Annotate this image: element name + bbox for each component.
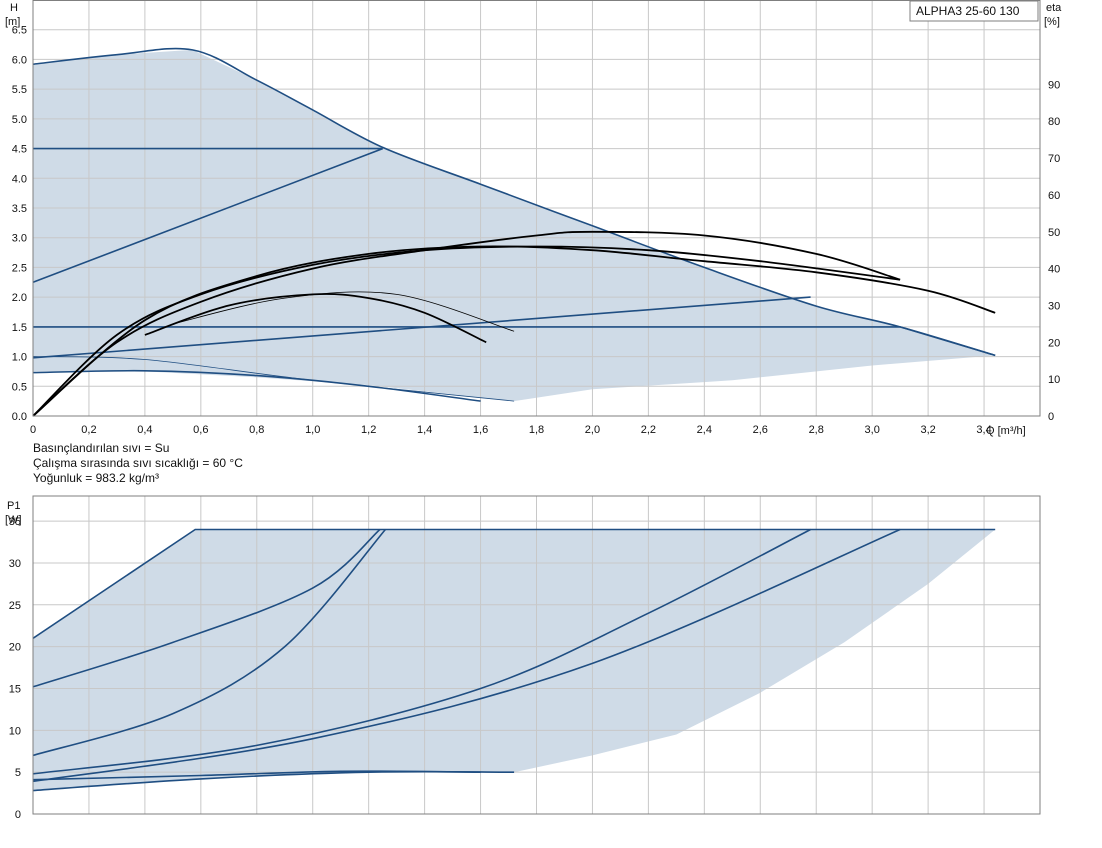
efficiency-tick-label: 30 xyxy=(1048,300,1060,312)
head-curve-h-prop-mid xyxy=(32,296,811,359)
power-tick-label: 20 xyxy=(9,642,21,654)
efficiency-curve-eta-5 xyxy=(172,291,515,332)
power-curve-p-max xyxy=(32,528,996,639)
head-tick-label: 3.5 xyxy=(12,203,27,215)
power-curve-p-2 xyxy=(32,528,387,757)
efficiency-tick-label: 50 xyxy=(1048,227,1060,239)
flow-tick-label: 2,6 xyxy=(753,424,768,436)
efficiency-tick-label: 60 xyxy=(1048,190,1060,202)
head-tick-label: 2.5 xyxy=(12,262,27,274)
head-tick-label: 1.5 xyxy=(12,322,27,334)
head-tick-label: 5.5 xyxy=(12,84,27,96)
power-tick-label: 5 xyxy=(15,767,21,779)
efficiency-axis-label: eta xyxy=(1046,2,1062,14)
flow-tick-label: 0 xyxy=(30,424,36,436)
title-box xyxy=(909,0,1039,22)
efficiency-tick-label: 40 xyxy=(1048,264,1060,276)
head-curves xyxy=(32,47,996,402)
flow-tick-label: 2,0 xyxy=(585,424,600,436)
head-curve-h-min xyxy=(32,369,481,402)
efficiency-axis-unit: [%] xyxy=(1044,16,1060,28)
head-area-shape xyxy=(33,49,996,402)
head-curve-h-const-1.5 xyxy=(33,326,996,357)
power-curve-p-3 xyxy=(32,528,811,775)
power-tick-label: 0 xyxy=(15,809,21,821)
power-curve-p-1 xyxy=(32,528,381,688)
efficiency-curve-eta-2 xyxy=(32,230,901,417)
flow-tick-label: 2,2 xyxy=(641,424,656,436)
temperature-line: Çalışma sırasında sıvı sıcaklığı = 60 °C xyxy=(33,456,243,470)
flow-tick-label: 2,8 xyxy=(809,424,824,436)
efficiency-tick-label: 90 xyxy=(1048,79,1060,91)
power-tick-label: 25 xyxy=(9,600,21,612)
flow-tick-label: 1,4 xyxy=(417,424,432,436)
flow-tick-label: 0,8 xyxy=(249,424,264,436)
flow-tick-label: 1,2 xyxy=(361,424,376,436)
fluid-line: Basınçlandırılan sıvı = Su xyxy=(33,441,170,455)
flow-tick-label: 0,4 xyxy=(137,424,152,436)
head-tick-label: 0.0 xyxy=(12,411,27,423)
flow-tick-label: 2,4 xyxy=(697,424,712,436)
power-tick-labels: 0 5 10 15 20 25 30 35 xyxy=(9,516,21,821)
flow-tick-label: 1,8 xyxy=(529,424,544,436)
flow-tick-label: 0,6 xyxy=(193,424,208,436)
head-tick-labels: 0.0 0.5 1.0 1.5 2.0 2.5 3.0 3.5 4.0 4.5 5.0 5.5 6.0 6… xyxy=(12,25,27,423)
power-curves xyxy=(32,528,996,792)
head-tick-label: 6.5 xyxy=(12,25,27,37)
power-curve-p-4 xyxy=(32,528,901,783)
efficiency-curve-eta-4 xyxy=(144,293,487,344)
head-plot-frame xyxy=(32,0,1041,417)
flow-tick-labels: 0 0,2 0,4 0,6 0,8 1,0 1,2 1,4 1,6 1,8 2,0 2,2 2,4 2,6… xyxy=(30,424,992,436)
head-tick-label: 4.5 xyxy=(12,144,27,156)
power-tick-label: 10 xyxy=(9,725,21,737)
head-tick-label: 3.0 xyxy=(12,233,27,245)
power-tick-label: 35 xyxy=(9,516,21,528)
head-tick-label: 4.0 xyxy=(12,173,27,185)
head-axis-label: H xyxy=(10,2,18,14)
density-line: Yoğunluk = 983.2 kg/m³ xyxy=(33,471,159,485)
head-tick-label: 6.0 xyxy=(12,54,27,66)
flow-tick-label: 1,6 xyxy=(473,424,488,436)
power-plot-frame xyxy=(32,495,1041,815)
head-tick-label: 1.0 xyxy=(12,352,27,364)
flow-axis-label: Q [m³/h] xyxy=(986,425,1026,437)
chart-title: ALPHA3 25-60 130 xyxy=(916,4,1020,18)
flow-tick-label: 0,2 xyxy=(81,424,96,436)
power-operating-area xyxy=(33,529,996,791)
flow-tick-label: 3,0 xyxy=(865,424,880,436)
head-curve-h-prop-high xyxy=(32,147,383,284)
power-curve-p-6 xyxy=(32,770,481,781)
power-tick-label: 30 xyxy=(9,558,21,570)
power-area-shape xyxy=(33,529,996,791)
head-tick-label: 0.5 xyxy=(12,381,27,393)
flow-tick-label: 1,0 xyxy=(305,424,320,436)
efficiency-tick-label: 80 xyxy=(1048,116,1060,128)
efficiency-tick-labels: 0 10 20 30 40 50 60 70 80 90 xyxy=(1048,79,1060,423)
head-flow-chart: 0 0,2 0,4 0,6 0,8 1,0 1,2 1,4 1,6 1,8 2,0 2,2 2,4 2,6… xyxy=(5,0,1062,437)
power-tick-label: 15 xyxy=(9,683,21,695)
head-operating-area xyxy=(33,49,996,402)
power-axis-unit: [W] xyxy=(5,514,22,526)
power-axis-label: P1 xyxy=(7,500,20,512)
head-axis-unit: [m] xyxy=(5,16,20,28)
flow-tick-label: 3,4 xyxy=(976,424,991,436)
efficiency-tick-label: 10 xyxy=(1048,374,1060,386)
fluid-info: Basınçlandırılan sıvı = Su Çalışma sıras… xyxy=(33,441,243,486)
efficiency-curve-eta-3 xyxy=(32,245,996,417)
power-flow-chart: 0 5 10 15 20 25 30 35 P1 [W] xyxy=(5,495,1041,821)
head-curve-h-max xyxy=(32,47,996,357)
flow-tick-label: 3,2 xyxy=(920,424,935,436)
efficiency-curves xyxy=(32,230,996,417)
head-tick-label: 2.0 xyxy=(12,292,27,304)
efficiency-tick-label: 0 xyxy=(1048,411,1054,423)
head-tick-label: 5.0 xyxy=(12,114,27,126)
efficiency-tick-label: 70 xyxy=(1048,153,1060,165)
efficiency-tick-label: 20 xyxy=(1048,337,1060,349)
